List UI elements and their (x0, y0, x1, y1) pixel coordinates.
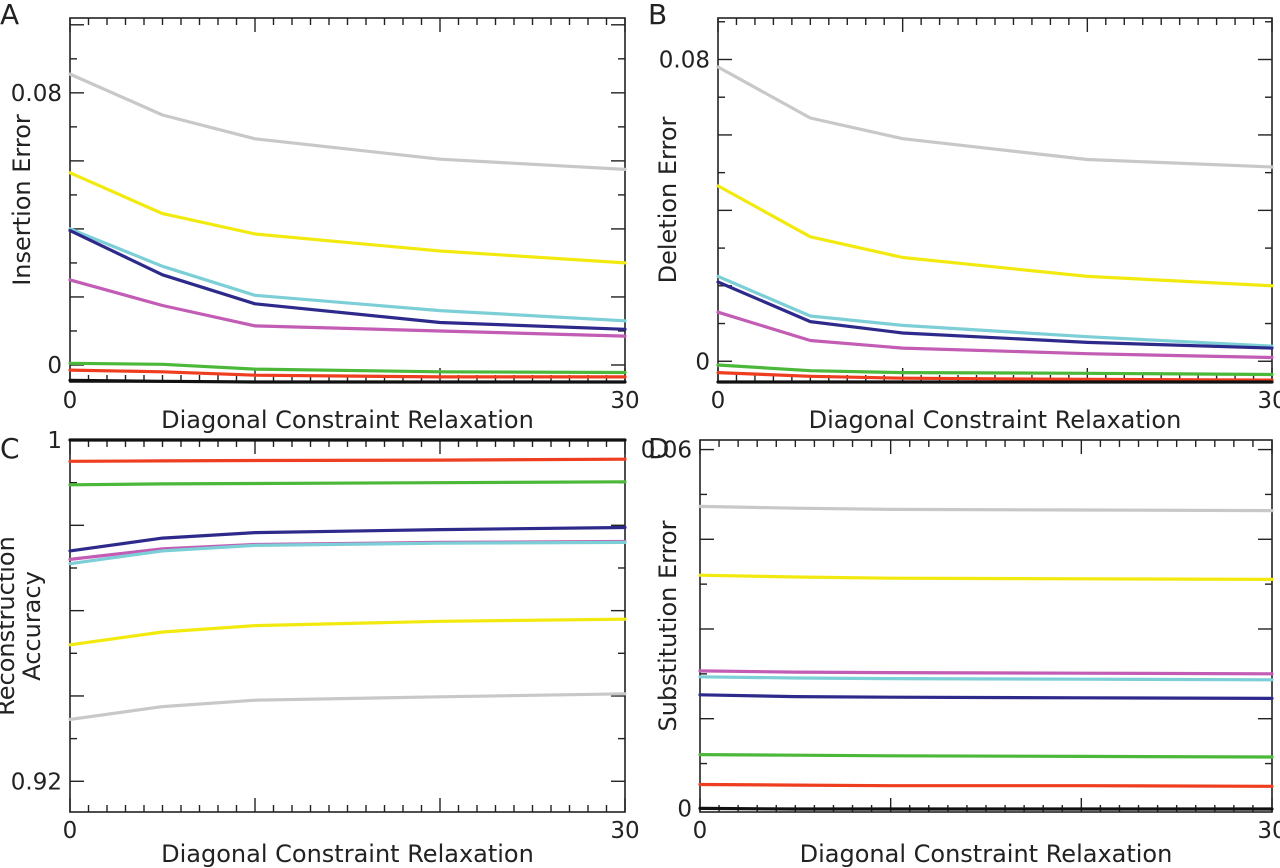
panel-c-x-tick-label: 30 (610, 818, 639, 844)
panel-b-y-tick-label: 0 (695, 349, 710, 375)
panel-d-x-tick-label: 30 (1257, 818, 1280, 844)
panel-d-series-6 (698, 782, 1274, 788)
panel-d-series-3 (698, 675, 1274, 682)
panel-c-series-1 (68, 457, 627, 463)
panel-a-series-3 (68, 229, 627, 331)
panel-b-series-4 (716, 310, 1274, 360)
panel-c-y-axis-label: ReconstructionAccuracy (0, 536, 46, 716)
panel-d-series-7 (698, 806, 1274, 811)
panel-d-x-tick-label: 0 (693, 818, 708, 844)
panel-a-y-tick-label: 0 (47, 353, 62, 379)
panel-d-y-tick-label: 0 (677, 796, 692, 822)
panel-d: D 0 30 0 0.06 Diagonal Constraint Relaxation S… (641, 432, 1280, 868)
panel-a-series-4 (68, 278, 627, 338)
panel-a-series-0 (68, 72, 627, 171)
panel-c-letter: C (0, 432, 20, 465)
panel-a-x-axis-label: Diagonal Constraint Relaxation (161, 406, 534, 434)
panel-a-series-7 (68, 378, 627, 384)
panel-c-axes-frame (69, 439, 626, 813)
panel-d-y-tick-label: 0.06 (641, 438, 692, 464)
panel-c: C 0 30 0.92 1 Diagonal Constraint Relaxation R… (0, 428, 640, 868)
panel-d-letter: D (648, 432, 670, 465)
panel-a-series-1 (68, 171, 627, 265)
panel-b-y-tick-label: 0.08 (659, 47, 710, 73)
panel-c-x-tick-label: 0 (63, 818, 78, 844)
panel-a-series-5 (68, 361, 627, 375)
panel-b: B 0 30 0 0.08 Diagonal Constraint Relaxation D… (648, 0, 1280, 434)
panel-c-series-2 (68, 480, 627, 487)
panel-a-y-axis-label: Insertion Error (8, 114, 36, 286)
panel-c-series-3 (68, 525, 627, 553)
panel-b-x-tick-label: 30 (1257, 388, 1280, 414)
panel-b-letter: B (648, 0, 667, 31)
panel-b-x-tick-label: 0 (711, 388, 726, 414)
panel-b-x-axis-label: Diagonal Constraint Relaxation (809, 406, 1182, 434)
panel-d-series-2 (698, 669, 1274, 676)
panel-c-series-6 (68, 617, 627, 647)
panel-b-axes-frame (717, 17, 1273, 383)
panel-a-series-6 (68, 368, 627, 379)
panel-a-y-tick-label: 0.08 (11, 81, 62, 107)
panel-b-series-0 (716, 65, 1274, 169)
panel-d-series-1 (698, 573, 1274, 582)
panel-c-series-5 (68, 540, 627, 566)
panel-c-x-axis-label: Diagonal Constraint Relaxation (161, 840, 534, 868)
panel-b-series-1 (716, 184, 1274, 288)
panel-c-series-7 (68, 692, 627, 722)
panel-b-series-5 (716, 363, 1274, 377)
panel-b-series-2 (716, 274, 1274, 348)
panel-c-y-tick-label: 0.92 (11, 769, 62, 795)
panel-d-x-axis-label: Diagonal Constraint Relaxation (800, 840, 1173, 868)
panel-b-series-6 (716, 371, 1274, 382)
panel-c-y-tick-label: 1 (47, 428, 62, 454)
panel-a-letter: A (0, 0, 19, 31)
panel-d-series-5 (698, 752, 1274, 759)
panel-a-x-tick-label: 30 (610, 388, 639, 414)
panel-b-y-axis-label: Deletion Error (654, 116, 682, 283)
panel-d-series-0 (698, 504, 1274, 513)
panel-a-series-2 (68, 227, 627, 323)
panel-a-x-tick-label: 0 (63, 388, 78, 414)
panel-b-series-3 (716, 280, 1274, 350)
panel-d-y-axis-label: Substitution Error (654, 520, 682, 731)
panel-d-series-4 (698, 693, 1274, 701)
panel-a: A 0 30 0 0.08 Diagonal Constraint Relaxation I… (0, 0, 640, 434)
